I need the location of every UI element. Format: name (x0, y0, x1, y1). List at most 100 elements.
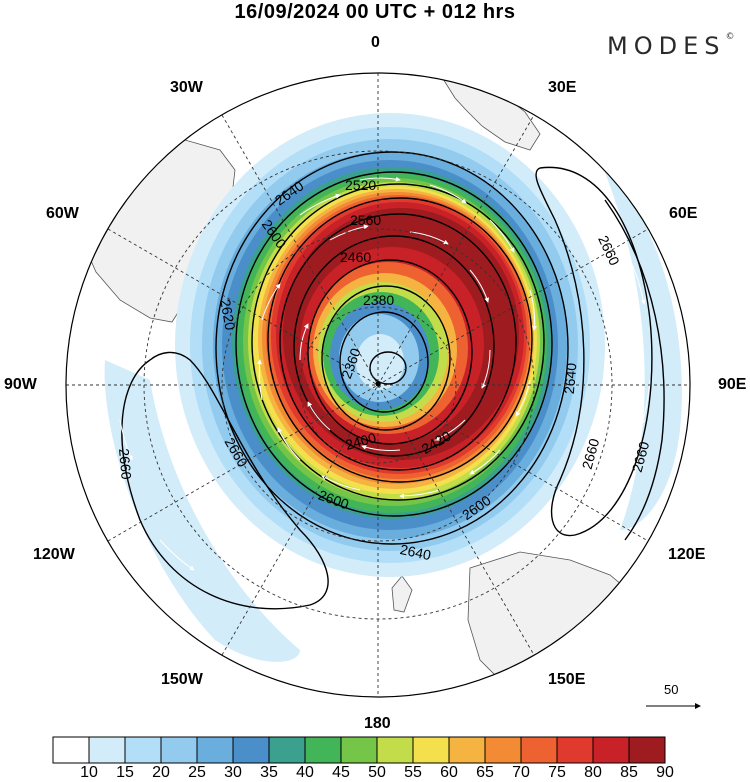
colorbar-swatch (88, 736, 126, 764)
contour-label: 2640 (561, 362, 580, 395)
contour-label: 2560 (350, 212, 381, 228)
contour-2560 (267, 197, 533, 483)
lon-label-90w: 90W (4, 376, 37, 393)
colorbar-label: 30 (224, 764, 242, 781)
vector-reference-label: 50 (664, 682, 679, 697)
wind-vector (399, 489, 441, 499)
colorbar-label: 15 (116, 764, 134, 781)
contour-label: 2620 (217, 298, 238, 332)
wind-vector (481, 349, 491, 389)
contour-label: 2640 (399, 541, 433, 563)
colorbar-label: 75 (548, 764, 566, 781)
wind-streak-west (104, 360, 300, 662)
colorbar-swatch (556, 736, 594, 764)
contour-label: 2380 (363, 292, 394, 308)
brand-logo: MODES© (607, 32, 734, 60)
colorbar-swatch (52, 736, 90, 764)
wind-vector (307, 401, 331, 431)
page-title: 16/09/2024 00 UTC + 012 hrs (234, 1, 516, 23)
contour-2420 (307, 259, 473, 445)
colorbar-label: 40 (296, 764, 314, 781)
colorbar-swatch (628, 736, 666, 764)
lon-label-60w: 60W (46, 205, 79, 222)
lon-label-30w: 30W (170, 79, 203, 96)
wind-vector (277, 427, 301, 461)
colorbar-label: 60 (440, 764, 458, 781)
wind-vector (640, 379, 651, 425)
lon-label-120e: 120E (668, 546, 706, 563)
contour-2600 (251, 183, 545, 501)
pole-marker (375, 381, 381, 387)
lon-label-120w: 120W (33, 546, 75, 563)
wind-vector (429, 184, 467, 204)
contour-label: 2660 (629, 439, 653, 473)
colorbar-swatch (592, 736, 630, 764)
contour-label: 2400 (344, 429, 378, 453)
wind-vector (489, 219, 515, 253)
wind-streak-east (600, 160, 682, 530)
brand-mark: © (725, 32, 735, 42)
colorbar-swatch (340, 736, 378, 764)
colorbar-swatch (520, 736, 558, 764)
lon-label-180: 180 (364, 715, 391, 732)
colorbar-label: 10 (80, 764, 98, 781)
colorbar-swatch (160, 736, 198, 764)
contour-2380 (339, 311, 429, 413)
lon-label-90e: 90E (718, 376, 747, 393)
wind-vector (515, 379, 531, 417)
wind-vector (469, 269, 490, 303)
colorbar-label: 80 (584, 764, 602, 781)
colorbar-swatch (268, 736, 306, 764)
contour-2620 (235, 171, 553, 517)
colorbar-swatch (448, 736, 486, 764)
wind-vector (629, 259, 646, 305)
wind-vector (119, 419, 133, 461)
contour-2660-far-east (604, 199, 665, 541)
wind-vector (409, 231, 449, 245)
colorbar-label: 90 (656, 764, 674, 781)
wind-vector (529, 289, 537, 331)
contour-2660-west (121, 351, 329, 610)
colorbar-swatch (412, 736, 450, 764)
colorbar-label: 45 (332, 764, 350, 781)
lon-label-30e: 30E (548, 79, 577, 96)
wind-vector (159, 539, 195, 571)
height-contours (121, 151, 665, 610)
wind-vector (359, 176, 401, 182)
colorbar-label: 35 (260, 764, 278, 781)
wind-vector (434, 419, 466, 441)
wind-vector (257, 359, 263, 401)
colorbar (52, 736, 666, 764)
contour-label: 2460 (340, 249, 371, 265)
colorbar-swatch (232, 736, 270, 764)
lon-label-60e: 60E (669, 205, 698, 222)
wind-vector (469, 449, 501, 475)
contour-label: 2660 (116, 448, 135, 481)
lon-label-0: 0 (371, 34, 380, 51)
lon-label-150w: 150W (161, 671, 203, 688)
wind-vector (321, 475, 361, 491)
map-border (65, 72, 691, 698)
lon-label-150e: 150E (548, 671, 586, 688)
colorbar-label: 55 (404, 764, 422, 781)
colorbar-swatch (376, 736, 414, 764)
colorbar-label: 65 (476, 764, 494, 781)
colorbar-label: 85 (620, 764, 638, 781)
wind-band-inner-15 (356, 334, 404, 390)
contour-2400 (321, 285, 451, 431)
wind-vector (299, 193, 341, 216)
contour-2460 (293, 235, 495, 457)
contour-label: 2660 (579, 436, 603, 470)
new-zealand-land (391, 575, 413, 613)
colorbar-swatch (304, 736, 342, 764)
wind-vector (361, 444, 401, 451)
vector-reference-arrow (646, 703, 701, 709)
contour-label: 2520 (345, 177, 376, 193)
colorbar-label: 25 (188, 764, 206, 781)
colorbar-swatch (124, 736, 162, 764)
contour-2360 (369, 351, 407, 385)
colorbar-swatch (484, 736, 522, 764)
wind-vector (329, 224, 369, 241)
colorbar-label: 70 (512, 764, 530, 781)
